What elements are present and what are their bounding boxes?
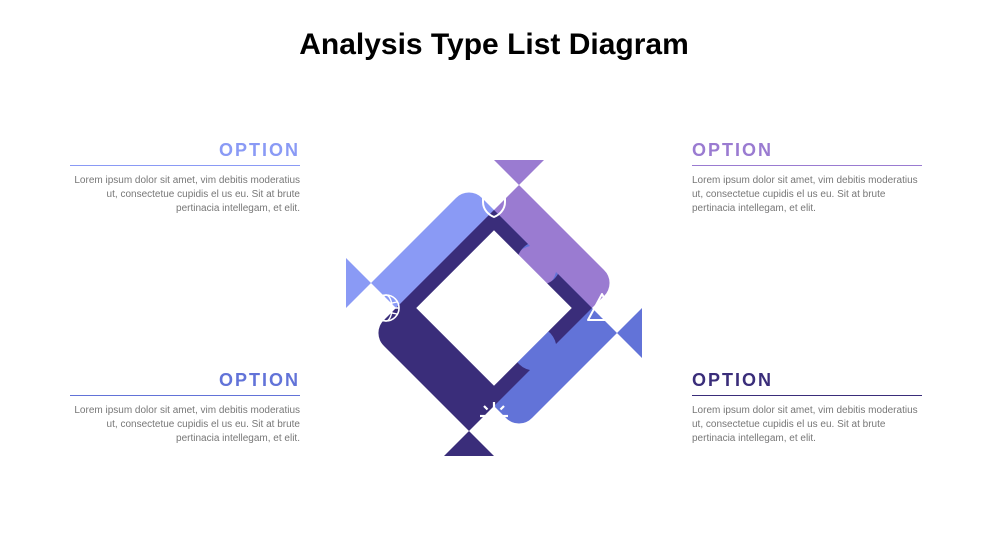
option-title: OPTION <box>70 140 300 166</box>
option-title: OPTION <box>70 370 300 396</box>
option-title: OPTION <box>692 140 922 166</box>
option-title: OPTION <box>692 370 922 396</box>
page-title: Analysis Type List Diagram <box>0 28 988 62</box>
option-desc: Lorem ipsum dolor sit amet, vim debitis … <box>692 174 922 216</box>
puzzle-svg <box>334 148 654 468</box>
puzzle-diagram <box>334 148 654 468</box>
gear-icon <box>480 402 508 430</box>
option-desc: Lorem ipsum dolor sit amet, vim debitis … <box>692 404 922 446</box>
option-desc: Lorem ipsum dolor sit amet, vim debitis … <box>70 174 300 216</box>
option-desc: Lorem ipsum dolor sit amet, vim debitis … <box>70 404 300 446</box>
option-block-bottom-left: OPTION Lorem ipsum dolor sit amet, vim d… <box>70 370 300 446</box>
globe-icon <box>373 295 399 321</box>
option-block-top-right: OPTION Lorem ipsum dolor sit amet, vim d… <box>692 140 922 216</box>
option-block-top-left: OPTION Lorem ipsum dolor sit amet, vim d… <box>70 140 300 216</box>
option-block-bottom-right: OPTION Lorem ipsum dolor sit amet, vim d… <box>692 370 922 446</box>
